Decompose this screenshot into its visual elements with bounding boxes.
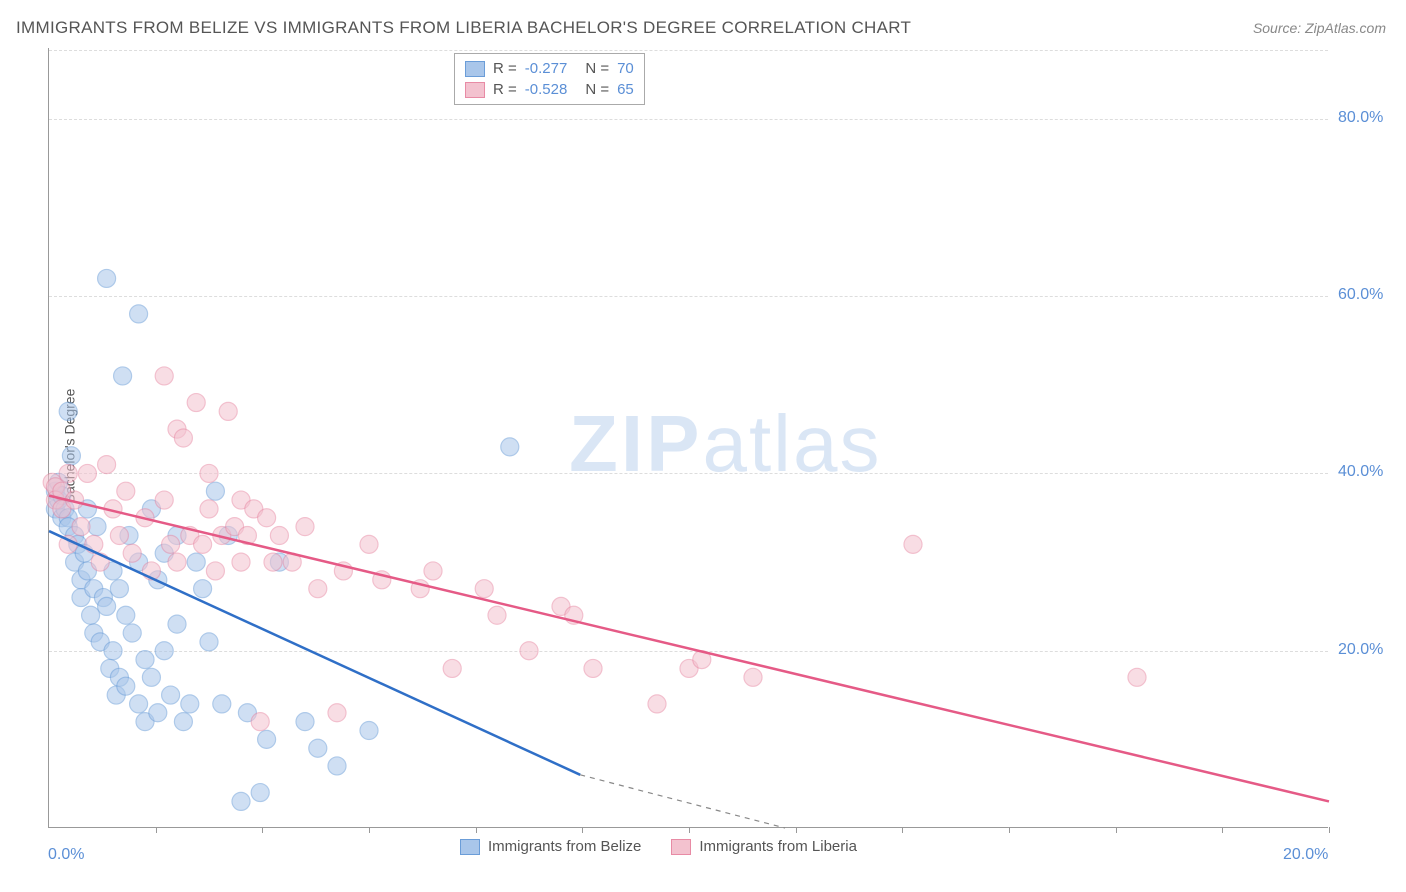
swatch-liberia xyxy=(671,839,691,855)
chart-container: IMMIGRANTS FROM BELIZE VS IMMIGRANTS FRO… xyxy=(0,0,1406,892)
stat-label: R = xyxy=(493,60,517,77)
chart-title: IMMIGRANTS FROM BELIZE VS IMMIGRANTS FRO… xyxy=(16,18,911,38)
source-label: Source: ZipAtlas.com xyxy=(1253,20,1386,36)
y-tick-label: 60.0% xyxy=(1338,286,1383,304)
legend-label: Immigrants from Belize xyxy=(488,838,641,855)
legend-item: Immigrants from Belize xyxy=(460,838,641,855)
x-tick-label: 0.0% xyxy=(48,846,84,864)
x-tick-label: 20.0% xyxy=(1283,846,1328,864)
legend-label: Immigrants from Liberia xyxy=(699,838,857,855)
stat-n-value: 65 xyxy=(617,81,634,98)
y-tick-label: 40.0% xyxy=(1338,463,1383,481)
stat-row: R = -0.528 N = 65 xyxy=(465,79,634,100)
stat-label: R = xyxy=(493,81,517,98)
stat-row: R = -0.277 N = 70 xyxy=(465,58,634,79)
plot-svg xyxy=(49,48,1328,827)
y-tick-label: 80.0% xyxy=(1338,109,1383,127)
plot-area: ZIPatlas R = -0.277 N = 70 R = -0.528 N … xyxy=(48,48,1328,828)
stat-n-value: 70 xyxy=(617,60,634,77)
swatch-belize xyxy=(465,61,485,77)
stat-r-value: -0.277 xyxy=(525,60,568,77)
stat-label: N = xyxy=(585,81,609,98)
series-legend: Immigrants from Belize Immigrants from L… xyxy=(460,838,857,855)
stat-legend: R = -0.277 N = 70 R = -0.528 N = 65 xyxy=(454,53,645,105)
stat-label: N = xyxy=(585,60,609,77)
y-tick-label: 20.0% xyxy=(1338,641,1383,659)
swatch-belize xyxy=(460,839,480,855)
legend-item: Immigrants from Liberia xyxy=(671,838,857,855)
swatch-liberia xyxy=(465,82,485,98)
stat-r-value: -0.528 xyxy=(525,81,568,98)
